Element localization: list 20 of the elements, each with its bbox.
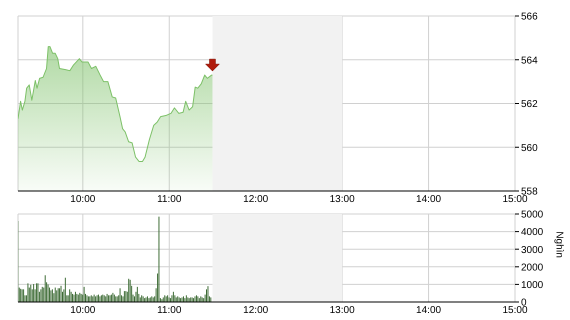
x-tick-label: 14:00 [416, 194, 442, 206]
y-tick-label: 564 [521, 55, 538, 66]
y-tick-label: 560 [521, 142, 538, 154]
y-tick-label: 3000 [521, 244, 544, 256]
y-tick-label: 2000 [521, 262, 544, 274]
y-tick-label: 566 [521, 12, 538, 23]
y-tick-label: 5000 [521, 210, 544, 221]
x-tick-label: 12:00 [243, 305, 269, 316]
x-tick-label: 12:00 [243, 194, 269, 206]
y-tick-label: 4000 [521, 227, 544, 238]
x-tick-label: 11:00 [157, 305, 182, 316]
x-tick-label: 13:00 [330, 194, 356, 206]
y-tick-label: 562 [521, 99, 538, 110]
y-axis-title: Nghìn [553, 231, 564, 258]
y-tick-label: 1000 [521, 280, 544, 291]
x-tick-label: 14:00 [416, 305, 442, 316]
x-tick-label: 10:00 [70, 194, 96, 206]
x-tick-label: 11:00 [157, 194, 182, 206]
x-tick-label: 13:00 [330, 305, 356, 316]
x-tick-label: 10:00 [70, 305, 96, 316]
